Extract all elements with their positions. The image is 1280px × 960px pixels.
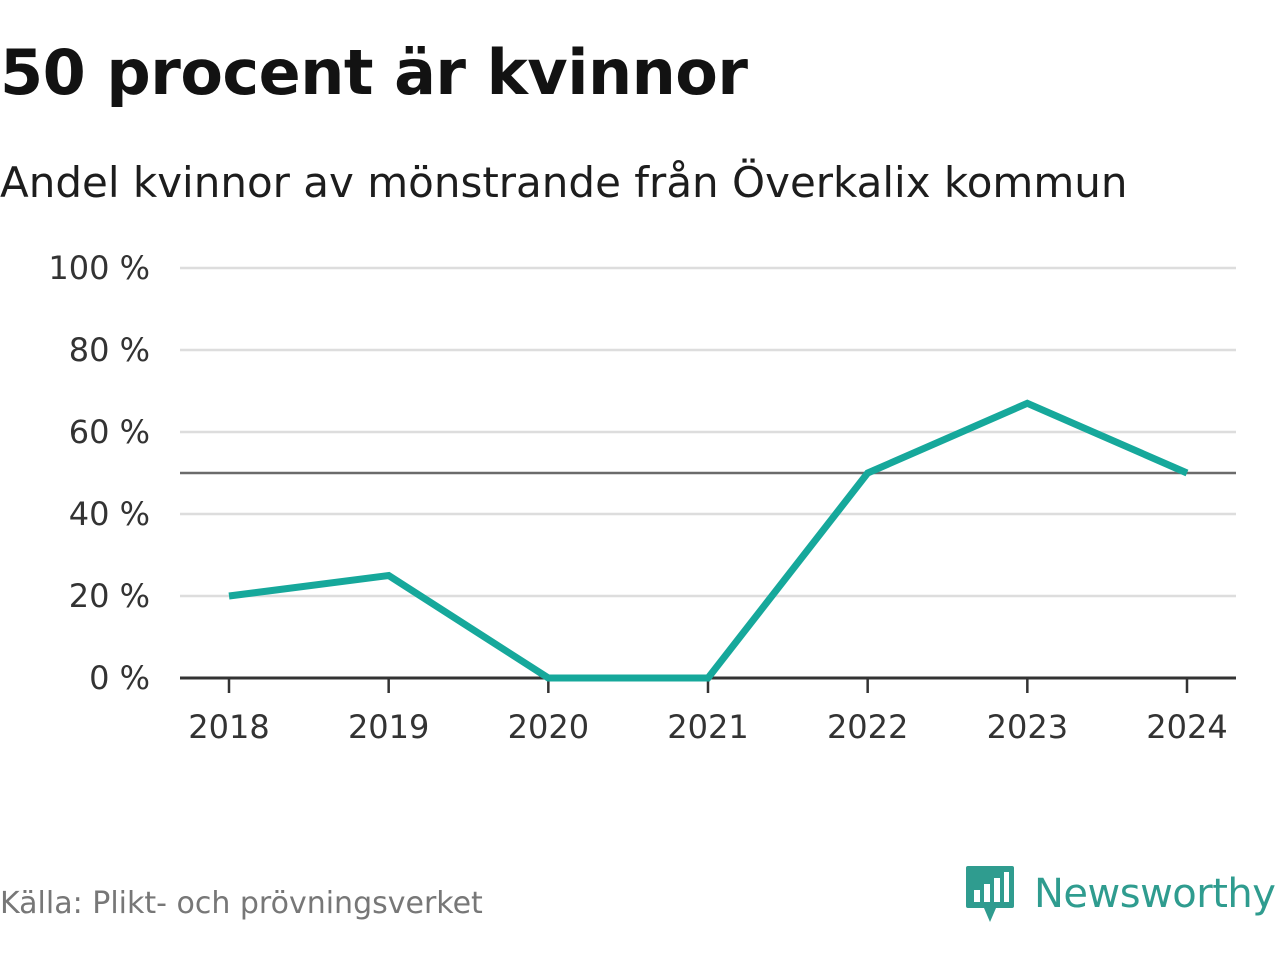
y-tick-label: 20 % — [69, 577, 150, 615]
source-note: Källa: Plikt- och prövningsverket — [0, 886, 483, 921]
y-tick-labels: 0 % 20 % 40 % 60 % 80 % 100 % — [48, 249, 150, 697]
x-tick-label: 2022 — [827, 708, 908, 746]
grid-lines — [180, 266, 1236, 598]
chart-title: 50 procent är kvinnor — [0, 36, 748, 109]
x-tick-label: 2019 — [348, 708, 429, 746]
y-tick-label: 40 % — [69, 495, 150, 533]
y-tick-label: 60 % — [69, 413, 150, 451]
brand-logo: Newsworthy — [964, 864, 1276, 924]
series-group — [228, 399, 1189, 682]
y-tick-label: 0 % — [89, 659, 150, 697]
newsworthy-bar-chart-icon — [966, 866, 1014, 922]
x-tick-label: 2020 — [508, 708, 589, 746]
x-tick-label: 2024 — [1146, 708, 1227, 746]
x-tick-label: 2021 — [667, 708, 748, 746]
brand-name: Newsworthy — [1034, 871, 1276, 917]
y-tick-label: 80 % — [69, 331, 150, 369]
chart-subtitle: Andel kvinnor av mönstrande från Överkal… — [0, 158, 1128, 207]
x-tick-label: 2018 — [188, 708, 269, 746]
x-tick-labels: 2018 2019 2020 2021 2022 2023 2024 — [188, 708, 1227, 746]
y-tick-label: 100 % — [48, 249, 150, 287]
x-tick-label: 2023 — [987, 708, 1068, 746]
series-line — [228, 399, 1189, 682]
